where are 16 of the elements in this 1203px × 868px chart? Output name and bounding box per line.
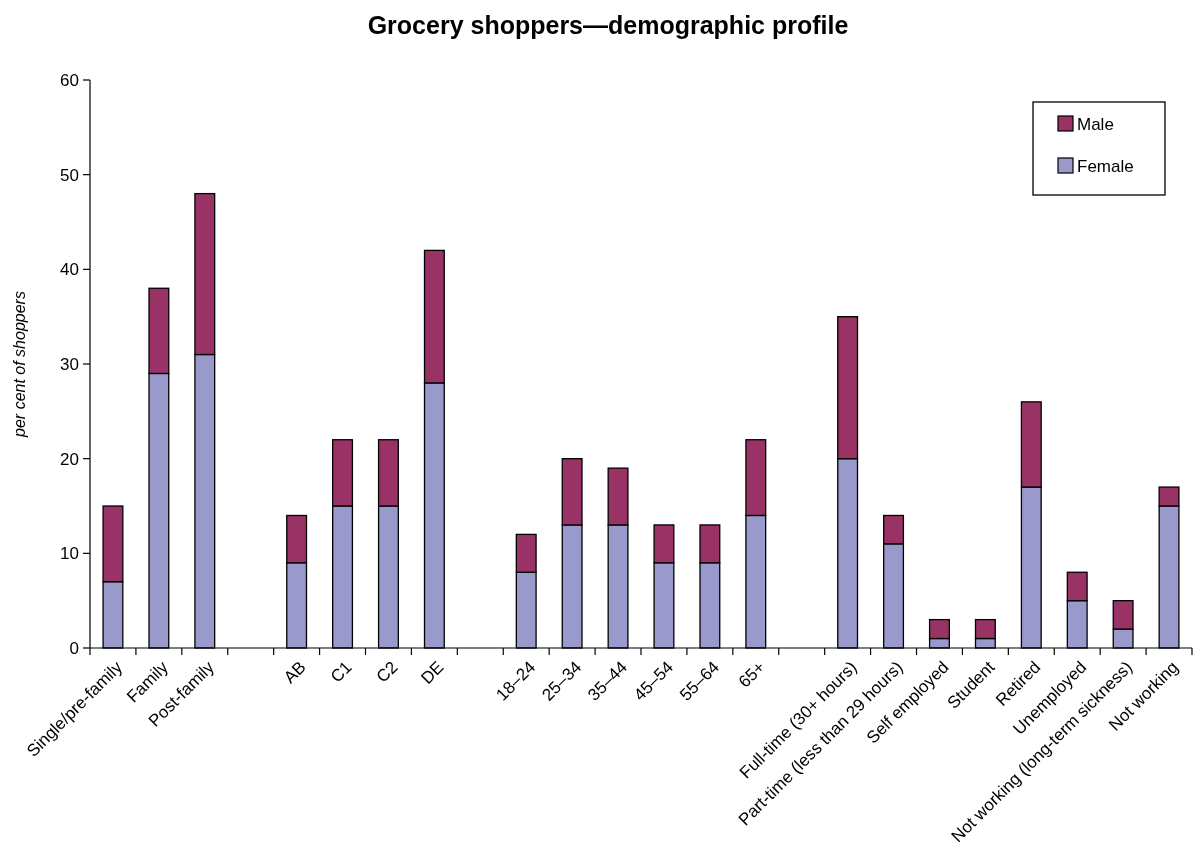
x-tick-label: C2: [372, 657, 402, 687]
x-tick-label: 65+: [735, 657, 769, 692]
y-tick-label: 10: [60, 544, 79, 564]
legend-label: Male: [1077, 114, 1114, 134]
x-tick-label: C1: [326, 657, 356, 687]
x-tick-label: DE: [417, 657, 448, 688]
chart-title: Grocery shoppers—demographic profile: [367, 11, 849, 39]
y-tick-label: 50: [60, 165, 79, 185]
y-tick-label: 20: [60, 449, 79, 469]
y-tick-label: 40: [60, 260, 79, 280]
y-tick-label: 30: [60, 354, 79, 374]
x-tick-label: AB: [280, 657, 310, 688]
y-tick-label: 0: [69, 638, 79, 658]
legend-label: Female: [1077, 156, 1134, 176]
y-tick-label: 60: [60, 70, 79, 90]
y-axis-title: per cent of shoppers: [11, 291, 28, 438]
